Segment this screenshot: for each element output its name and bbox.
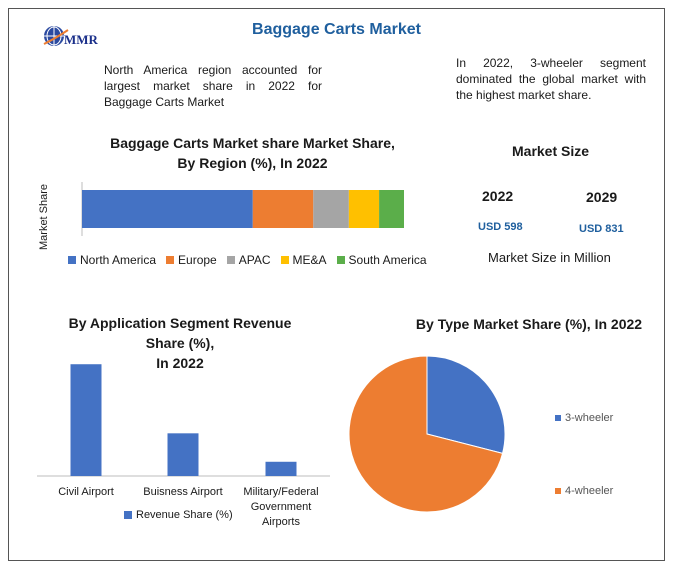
application-category-label-line: Buisness Airport [143,486,223,498]
application-chart-title-line1: By Application Segment Revenue [68,315,292,331]
market-year-2022: 2022 [482,188,514,204]
application-chart-title: By Application Segment Revenue Share (%)… [50,313,310,373]
legend-label-europe: Europe [178,253,217,267]
legend-swatch-me-a [280,256,289,264]
region-bar-segment-south-america [379,190,404,228]
infographic-frame [8,8,665,561]
market-size-title: Market Size [512,143,590,159]
application-category-label-line: Airports [262,516,300,528]
application-bar-civil-airport [70,364,102,476]
region-bar-segment-north-america [82,190,253,228]
application-chart-title-line2: Share (%), [145,335,215,351]
region-chart-title-line1: Baggage Carts Market share Market Share, [110,135,395,151]
legend-swatch-europe [166,256,175,264]
legend-item-apac: APAC [226,253,271,267]
legend-label-south-america: South America [348,253,427,267]
application-category-label-civil-airport: Civil Airport [36,485,136,500]
market-year-2029: 2029 [586,189,618,205]
application-category-label-line: Civil Airport [58,486,114,498]
legend-label-north-america: North America [80,253,157,267]
page-title: Baggage Carts Market [252,21,421,38]
pie-slice-3-wheeler [426,355,506,455]
region-bar-segment-apac [313,190,349,228]
application-chart-legend: Revenue Share (%) [124,509,233,521]
legend-label-me-a: ME&A [292,253,327,267]
market-value-2029: USD 831 [579,223,624,235]
legend-item-south-america: South America [336,253,427,267]
market-value-2022: USD 598 [478,221,523,233]
type-chart-title: By Type Market Share (%), In 2022 [415,316,643,332]
region-chart-title-line2: By Region (%), In 2022 [177,155,328,171]
legend-swatch-south-america [336,256,345,264]
legend-swatch-apac [226,256,235,264]
legend-swatch-revenue-share [124,511,132,519]
application-bar-buisness-airport [167,433,199,476]
pie-label-3-wheeler: 3-wheeler [565,412,614,424]
pie-swatch-3-wheeler [555,415,561,421]
application-category-label-line: Military/Federal [243,486,319,498]
pie-label-4-wheeler: 4-wheeler [565,485,614,497]
legend-item-me-a: ME&A [280,253,327,267]
region-bar-segment-me-a [348,190,380,228]
region-bar-segment-europe [252,190,314,228]
application-category-label-line: Government [250,501,312,513]
region-chart-legend: North America Europe APAC ME&A South America [68,253,427,267]
region-chart-title: Baggage Carts Market share Market Share,… [80,133,425,173]
pie-slice-4-wheeler [348,355,504,513]
mmr-logo-icon [43,26,69,46]
legend-label-apac: APAC [238,253,271,267]
application-chart-title-line3: In 2022 [156,355,204,371]
segment-note: In 2022, 3-wheeler segment dominated the… [456,56,646,102]
legend-item-north-america: North America [68,253,156,267]
legend-label-revenue-share: Revenue Share (%) [136,509,233,521]
application-category-label-buisness-airport: Buisness Airport [133,485,233,500]
application-category-label-military-federal-government-airports: Military/Federal Government Airports [231,485,331,530]
legend-item-europe: Europe [166,253,217,267]
logo-text: MMR [64,32,98,47]
pie-swatch-4-wheeler [555,488,561,494]
legend-swatch-north-america [68,256,76,264]
pie-legend-4-wheeler: 4-wheeler [555,485,613,497]
region-note: North America region accounted for large… [104,63,322,109]
application-bar-military-federal-government-airports [265,461,297,476]
pie-legend-3-wheeler: 3-wheeler [555,412,613,424]
market-size-footer: Market Size in Million [488,250,611,265]
